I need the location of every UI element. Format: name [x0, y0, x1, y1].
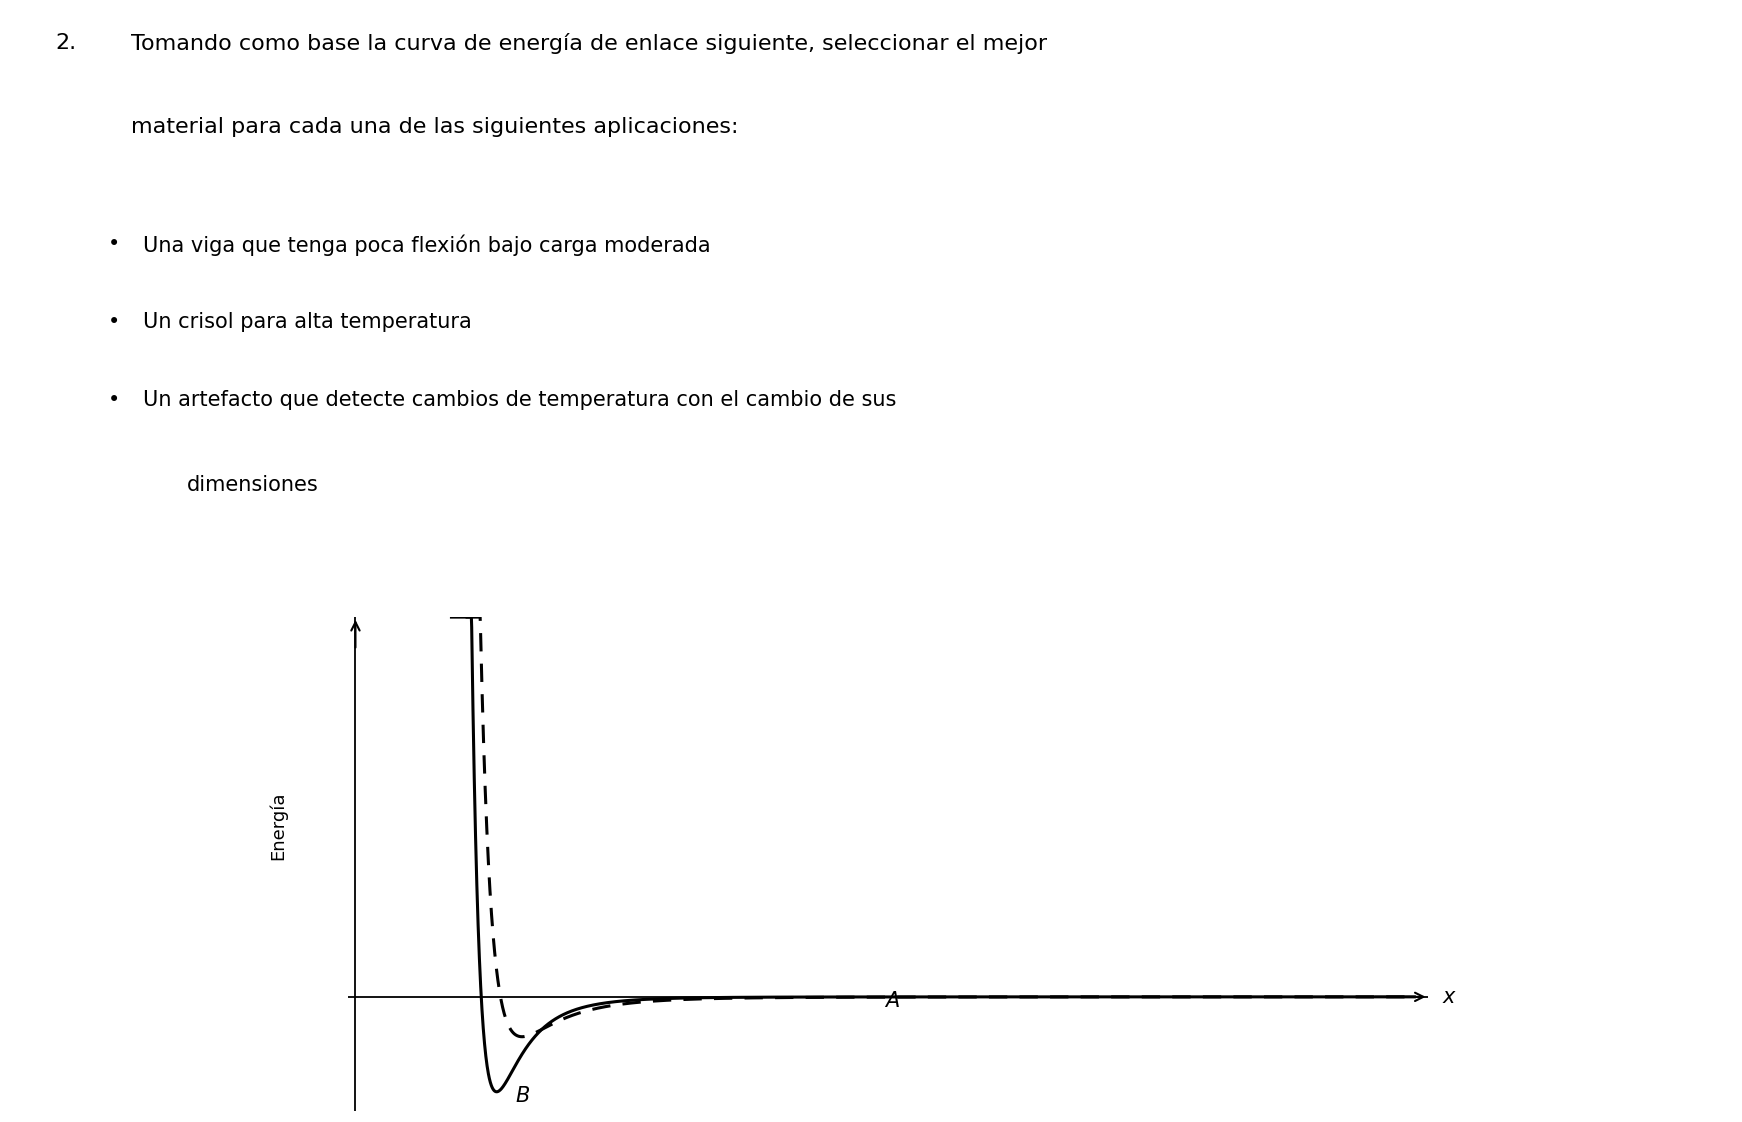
Text: x: x: [1442, 987, 1455, 1006]
Text: Un artefacto que detecte cambios de temperatura con el cambio de sus: Un artefacto que detecte cambios de temp…: [143, 390, 895, 411]
Text: Un crisol para alta temperatura: Un crisol para alta temperatura: [143, 312, 472, 332]
Text: •: •: [108, 234, 120, 255]
Text: material para cada una de las siguientes aplicaciones:: material para cada una de las siguientes…: [131, 117, 739, 137]
Text: •: •: [108, 390, 120, 411]
Text: 2.: 2.: [56, 33, 77, 53]
Text: Una viga que tenga poca flexión bajo carga moderada: Una viga que tenga poca flexión bajo car…: [143, 234, 711, 256]
Text: dimensiones: dimensiones: [186, 475, 319, 495]
Text: •: •: [108, 312, 120, 332]
Text: Energía: Energía: [268, 792, 287, 861]
Text: A: A: [885, 991, 899, 1011]
Text: B: B: [516, 1086, 530, 1105]
Text: Tomando como base la curva de energía de enlace siguiente, seleccionar el mejor: Tomando como base la curva de energía de…: [131, 33, 1047, 54]
